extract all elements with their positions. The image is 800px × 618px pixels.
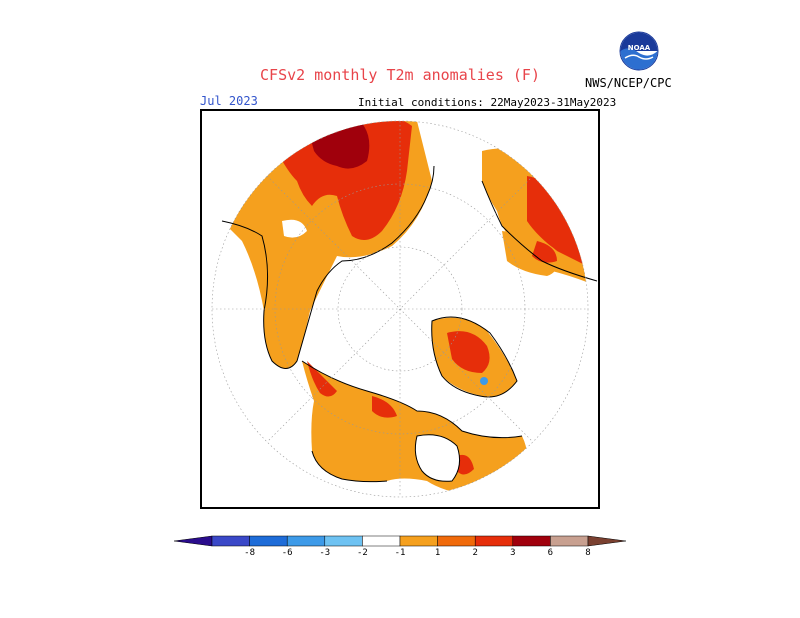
colorbar-tick-label: -6 bbox=[281, 548, 293, 558]
region-canada-hot bbox=[372, 396, 397, 418]
colorbar-swatch bbox=[249, 535, 288, 547]
colorbar-swatch bbox=[512, 535, 551, 547]
valid-month-label: Jul 2023 bbox=[200, 94, 258, 108]
graticule bbox=[211, 120, 589, 498]
colorbar-tick-label: 2 bbox=[472, 548, 478, 558]
region-east-europe-hot bbox=[532, 241, 557, 263]
colorbar-arrow-high bbox=[587, 535, 626, 547]
noaa-logo-text: NOAA bbox=[628, 44, 651, 52]
colorbar-swatch bbox=[362, 535, 401, 547]
colorbar-swatch bbox=[324, 535, 363, 547]
initial-conditions-label: Initial conditions: 22May2023-31May2023 bbox=[358, 96, 617, 109]
region-alaska-hot bbox=[307, 361, 337, 397]
region-labrador-hot bbox=[457, 454, 474, 475]
colorbar-tick-label: -1 bbox=[394, 548, 406, 558]
colorbar-swatch bbox=[286, 535, 326, 547]
coastlines bbox=[221, 165, 598, 483]
region-neutral-asia bbox=[282, 219, 307, 238]
cool-anomaly-dot bbox=[480, 377, 488, 385]
colorbar-swatch bbox=[399, 535, 438, 547]
colorbar-tick-label: -2 bbox=[356, 548, 368, 558]
colorbar-tick-label: 3 bbox=[510, 548, 516, 558]
colorbar-swatch bbox=[550, 535, 589, 547]
region-greenland-hot bbox=[447, 331, 490, 373]
colorbar-swatch bbox=[437, 535, 476, 547]
region-neutral-us bbox=[415, 434, 460, 482]
region-siberia-hot bbox=[277, 121, 412, 240]
anomaly-map bbox=[200, 109, 600, 509]
colorbar-tick-label: -8 bbox=[244, 548, 256, 558]
colorbar-arrow-low bbox=[174, 535, 213, 547]
colorbar-tick-label: 8 bbox=[585, 548, 591, 558]
colorbar-tick-label: 1 bbox=[434, 548, 441, 558]
organization-label: NWS/NCEP/CPC bbox=[585, 76, 672, 90]
colorbar-tick-label: -3 bbox=[319, 548, 331, 558]
chart-title: CFSv2 monthly T2m anomalies (F) bbox=[260, 66, 540, 84]
colorbar bbox=[174, 535, 626, 547]
colorbar-tick-label: 6 bbox=[547, 548, 554, 558]
noaa-logo: NOAA bbox=[619, 31, 659, 71]
colorbar-swatch bbox=[474, 535, 514, 547]
region-east-europe bbox=[502, 231, 559, 276]
colorbar-swatch bbox=[211, 535, 250, 547]
